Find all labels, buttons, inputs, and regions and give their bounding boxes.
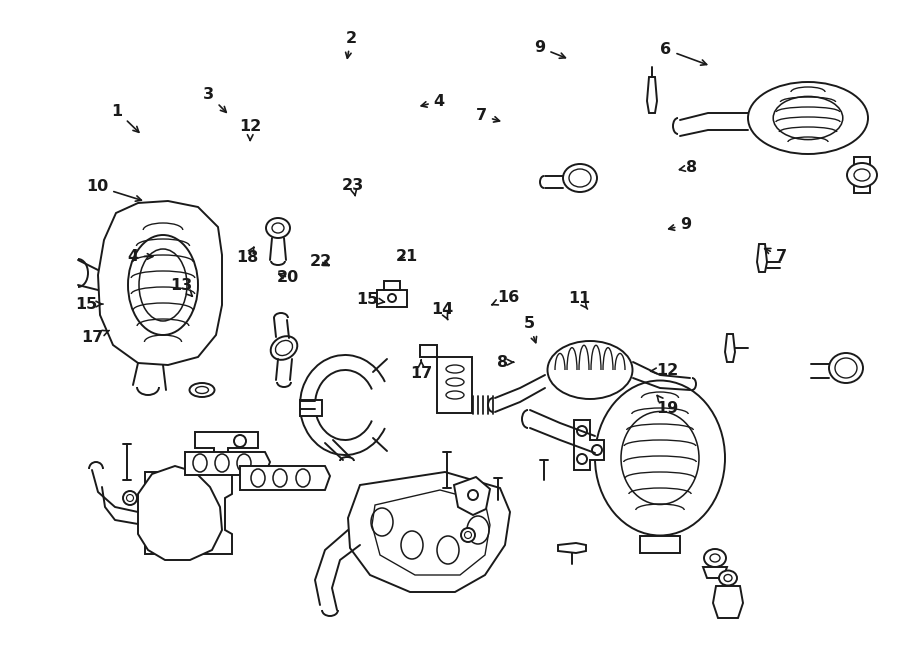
Polygon shape	[377, 290, 407, 307]
Ellipse shape	[595, 381, 725, 535]
Ellipse shape	[266, 218, 290, 238]
Ellipse shape	[272, 223, 284, 233]
Ellipse shape	[153, 501, 171, 529]
Ellipse shape	[273, 469, 287, 487]
Polygon shape	[713, 586, 743, 618]
Circle shape	[577, 426, 587, 436]
Text: 10: 10	[86, 179, 141, 201]
Text: 21: 21	[396, 249, 418, 264]
Text: 9: 9	[535, 40, 565, 58]
Text: 7: 7	[765, 249, 787, 264]
Circle shape	[468, 490, 478, 500]
Polygon shape	[454, 477, 490, 515]
Polygon shape	[574, 420, 604, 470]
Text: 16: 16	[491, 290, 519, 305]
Polygon shape	[703, 567, 727, 578]
Circle shape	[464, 531, 472, 539]
Text: 15: 15	[356, 292, 384, 307]
Ellipse shape	[195, 387, 209, 393]
Text: 3: 3	[203, 87, 226, 112]
Text: 9: 9	[669, 217, 691, 232]
Ellipse shape	[748, 82, 868, 154]
Text: 15: 15	[76, 297, 104, 311]
Ellipse shape	[215, 454, 229, 472]
Ellipse shape	[237, 454, 251, 472]
Text: 4: 4	[421, 94, 445, 108]
Ellipse shape	[199, 501, 217, 529]
Polygon shape	[647, 77, 657, 113]
Text: 11: 11	[569, 292, 590, 309]
Ellipse shape	[446, 365, 464, 373]
Ellipse shape	[251, 469, 265, 487]
Polygon shape	[240, 466, 330, 490]
Text: 8: 8	[680, 160, 697, 175]
Ellipse shape	[176, 501, 194, 529]
Circle shape	[461, 528, 475, 542]
Polygon shape	[384, 281, 400, 290]
Circle shape	[213, 455, 223, 465]
Text: 12: 12	[239, 120, 261, 141]
Text: 17: 17	[82, 330, 109, 344]
Text: 22: 22	[310, 254, 331, 268]
Polygon shape	[640, 536, 680, 553]
Ellipse shape	[847, 163, 877, 187]
Text: 19: 19	[657, 395, 679, 416]
Polygon shape	[195, 432, 258, 475]
Text: 18: 18	[237, 247, 258, 265]
Polygon shape	[854, 157, 870, 193]
Text: 5: 5	[524, 317, 536, 342]
Text: 23: 23	[342, 178, 364, 196]
Ellipse shape	[190, 383, 214, 397]
Ellipse shape	[563, 164, 597, 192]
Circle shape	[592, 445, 602, 455]
Circle shape	[127, 494, 133, 502]
Polygon shape	[558, 543, 586, 553]
Ellipse shape	[401, 531, 423, 559]
Text: 14: 14	[432, 302, 454, 320]
Polygon shape	[725, 334, 735, 362]
Ellipse shape	[437, 536, 459, 564]
Text: 8: 8	[497, 355, 514, 369]
Text: 17: 17	[410, 360, 432, 381]
Text: 13: 13	[171, 278, 193, 296]
Text: 1: 1	[112, 104, 139, 132]
Polygon shape	[420, 345, 437, 357]
Polygon shape	[145, 472, 232, 554]
Ellipse shape	[271, 336, 297, 360]
Polygon shape	[138, 466, 222, 560]
Text: 2: 2	[346, 31, 356, 58]
Text: 20: 20	[277, 270, 299, 285]
Ellipse shape	[829, 353, 863, 383]
Text: 12: 12	[651, 363, 679, 377]
Text: 7: 7	[476, 108, 500, 123]
Ellipse shape	[296, 469, 310, 487]
Polygon shape	[300, 400, 322, 416]
Circle shape	[388, 294, 396, 302]
Ellipse shape	[467, 516, 489, 544]
Ellipse shape	[193, 454, 207, 472]
Circle shape	[123, 491, 137, 505]
Ellipse shape	[704, 549, 726, 567]
Circle shape	[577, 454, 587, 464]
Circle shape	[234, 435, 246, 447]
Ellipse shape	[446, 378, 464, 386]
Polygon shape	[437, 357, 472, 413]
Polygon shape	[757, 244, 767, 272]
Ellipse shape	[719, 570, 737, 586]
Ellipse shape	[446, 391, 464, 399]
Text: 4: 4	[128, 249, 153, 264]
Text: 6: 6	[661, 42, 707, 65]
Ellipse shape	[371, 508, 393, 536]
Ellipse shape	[547, 341, 633, 399]
Polygon shape	[348, 472, 510, 592]
Polygon shape	[98, 201, 222, 365]
Polygon shape	[185, 452, 270, 475]
